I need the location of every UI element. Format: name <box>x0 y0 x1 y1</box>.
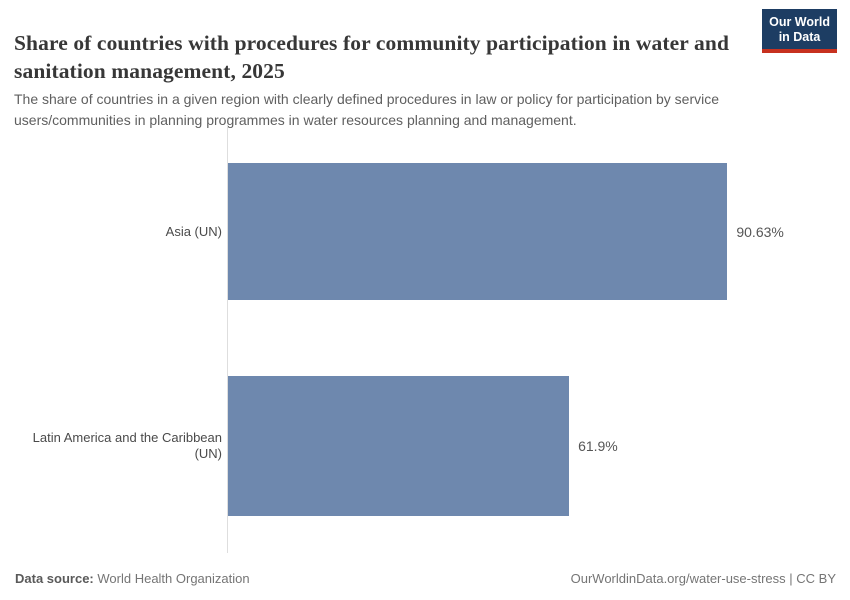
attribution-link[interactable]: OurWorldinData.org/water-use-stress | CC… <box>570 571 836 586</box>
chart-subtitle: The share of countries in a given region… <box>14 91 720 128</box>
data-source: Data source: World Health Organization <box>15 571 250 586</box>
bar-row-asia: Asia (UN) 90.63% <box>0 163 850 300</box>
entity-label-latin-america: Latin America and the Caribbean (UN) <box>32 430 222 461</box>
entity-label-asia: Asia (UN) <box>165 223 222 239</box>
bar-asia <box>228 163 728 300</box>
value-label-asia: 90.63% <box>736 223 784 240</box>
bar-chart: Asia (UN) 90.63% Latin America and the C… <box>0 125 850 553</box>
bar-row-latin-america: Latin America and the Caribbean (UN) 61.… <box>0 376 850 516</box>
bar-latin-america <box>228 376 570 516</box>
page-title: Share of countries with procedures for c… <box>14 31 730 84</box>
bar-track: 90.63% <box>228 163 850 300</box>
bar-track: 61.9% <box>228 376 850 516</box>
value-label-latin-america: 61.9% <box>578 438 618 454</box>
owid-logo-line1: Our World <box>769 15 830 29</box>
data-source-label: Data source: <box>15 571 94 586</box>
owid-logo[interactable]: Our World in Data <box>762 9 837 53</box>
chart-footer: Data source: World Health Organization O… <box>15 571 836 586</box>
y-axis-line <box>227 125 228 553</box>
data-source-value: World Health Organization <box>97 571 250 586</box>
owid-logo-line2: in Data <box>778 30 821 44</box>
